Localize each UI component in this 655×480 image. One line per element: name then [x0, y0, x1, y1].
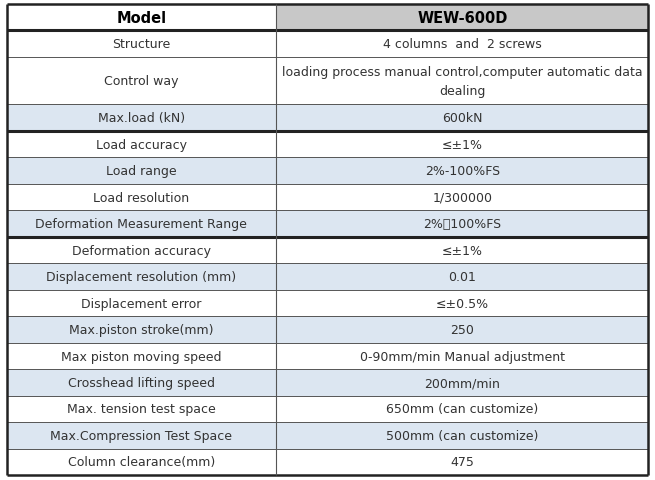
Text: Max piston moving speed: Max piston moving speed: [61, 350, 221, 363]
Bar: [276, 184, 648, 211]
Text: loading process manual control,computer automatic data
dealing: loading process manual control,computer …: [282, 65, 643, 97]
Bar: [276, 317, 648, 343]
Text: ≤±1%: ≤±1%: [442, 138, 483, 151]
Text: Load accuracy: Load accuracy: [96, 138, 187, 151]
Text: Deformation Measurement Range: Deformation Measurement Range: [35, 217, 248, 230]
Bar: [276, 211, 648, 237]
Bar: [7, 5, 276, 31]
Bar: [276, 31, 648, 58]
Text: 600kN: 600kN: [442, 112, 483, 125]
Text: 250: 250: [451, 324, 474, 336]
Text: Structure: Structure: [112, 38, 170, 51]
Bar: [276, 237, 648, 264]
Text: 2%～100%FS: 2%～100%FS: [423, 217, 501, 230]
Bar: [276, 422, 648, 449]
Text: Model: Model: [117, 11, 166, 25]
Text: Max.piston stroke(mm): Max.piston stroke(mm): [69, 324, 214, 336]
Text: ≤±1%: ≤±1%: [442, 244, 483, 257]
Bar: [7, 211, 276, 237]
Bar: [7, 264, 276, 290]
Text: 0.01: 0.01: [449, 271, 476, 284]
Bar: [7, 158, 276, 184]
Text: Max.load (kN): Max.load (kN): [98, 112, 185, 125]
Bar: [276, 158, 648, 184]
Bar: [7, 132, 276, 158]
Bar: [7, 370, 276, 396]
Text: Load range: Load range: [106, 165, 177, 178]
Text: Deformation accuracy: Deformation accuracy: [72, 244, 211, 257]
Text: WEW-600D: WEW-600D: [417, 11, 508, 25]
Bar: [276, 290, 648, 317]
Text: Displacement error: Displacement error: [81, 297, 202, 310]
Bar: [276, 264, 648, 290]
Text: ≤±0.5%: ≤±0.5%: [436, 297, 489, 310]
Bar: [276, 396, 648, 422]
Text: 2%-100%FS: 2%-100%FS: [424, 165, 500, 178]
Bar: [276, 132, 648, 158]
Text: 650mm (can customize): 650mm (can customize): [386, 403, 538, 416]
Bar: [276, 343, 648, 370]
Text: 4 columns  and  2 screws: 4 columns and 2 screws: [383, 38, 542, 51]
Bar: [7, 422, 276, 449]
Text: Load resolution: Load resolution: [93, 191, 189, 204]
Text: Column clearance(mm): Column clearance(mm): [67, 456, 215, 468]
Bar: [7, 105, 276, 132]
Bar: [7, 449, 276, 475]
Text: 475: 475: [451, 456, 474, 468]
Text: Max. tension test space: Max. tension test space: [67, 403, 215, 416]
Bar: [7, 317, 276, 343]
Bar: [7, 31, 276, 58]
Text: 1/300000: 1/300000: [432, 191, 493, 204]
Text: Control way: Control way: [104, 75, 179, 88]
Bar: [7, 396, 276, 422]
Bar: [7, 58, 276, 105]
Bar: [7, 343, 276, 370]
Text: 500mm (can customize): 500mm (can customize): [386, 429, 538, 442]
Bar: [276, 58, 648, 105]
Text: Max.Compression Test Space: Max.Compression Test Space: [50, 429, 233, 442]
Bar: [276, 105, 648, 132]
Text: Crosshead lifting speed: Crosshead lifting speed: [68, 376, 215, 389]
Bar: [7, 237, 276, 264]
Text: 0-90mm/min Manual adjustment: 0-90mm/min Manual adjustment: [360, 350, 565, 363]
Bar: [276, 370, 648, 396]
Text: Displacement resolution (mm): Displacement resolution (mm): [47, 271, 236, 284]
Bar: [276, 449, 648, 475]
Bar: [7, 184, 276, 211]
Bar: [7, 290, 276, 317]
Text: 200mm/min: 200mm/min: [424, 376, 500, 389]
Bar: [276, 5, 648, 31]
